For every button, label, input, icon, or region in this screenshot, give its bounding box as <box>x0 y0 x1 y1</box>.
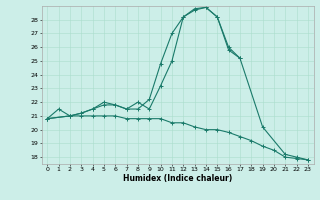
X-axis label: Humidex (Indice chaleur): Humidex (Indice chaleur) <box>123 174 232 183</box>
